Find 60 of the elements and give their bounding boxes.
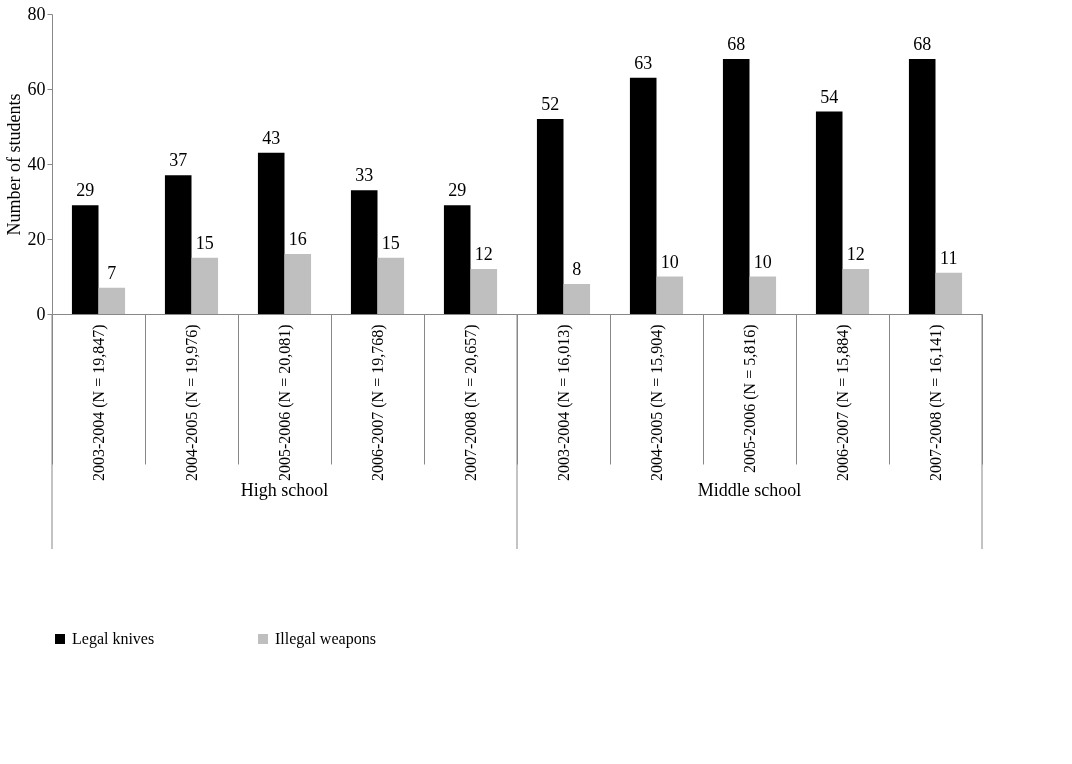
legend-label: Illegal weapons [275,630,376,648]
y-tick-label: 0 [36,303,46,324]
bar [257,152,285,314]
bar [377,257,405,314]
y-tick-label: 40 [27,153,46,174]
x-tick-label: 2007-2008 (N = 16,141) [927,324,945,482]
data-label: 8 [572,259,582,279]
bar [908,59,936,314]
x-tick-label: 2007-2008 (N = 20,657) [462,324,480,482]
data-label: 68 [913,34,932,54]
data-label: 16 [288,229,307,249]
bar [815,111,843,314]
y-tick-label: 60 [27,78,46,99]
text: High school [240,480,329,500]
data-label: 12 [474,244,493,264]
x-tick-label: 2003-2004 (N = 19,847) [90,324,108,482]
data-label: 63 [634,52,653,73]
y-tick-label: 20 [27,228,46,249]
data-label: 12 [846,244,865,264]
x-tick-label: 2005-2006 (N = 5,816) [741,324,759,474]
y-tick-label: 80 [27,3,46,24]
data-label: 10 [660,251,679,272]
bar [98,287,126,314]
data-label: 68 [727,34,746,54]
data-label: 43 [262,127,281,148]
x-tick-label: 2005-2006 (N = 20,081) [276,324,294,482]
data-label: 7 [107,262,117,283]
data-label: 11 [940,247,958,268]
bar [536,119,564,314]
bar [749,276,777,314]
x-tick-label: 2006-2007 (N = 19,768) [369,324,387,482]
x-tick-label: 2004-2005 (N = 15,904) [648,324,666,482]
bar [164,175,192,314]
bar [350,190,378,314]
legend-label: Legal knives [72,630,155,648]
x-tick-label: 2006-2007 (N = 15,884) [834,324,852,482]
bar [629,77,657,314]
bar [71,205,99,314]
bar [191,257,219,314]
bar [656,276,684,314]
data-label: 33 [355,165,374,186]
y-axis-title: Number of students [3,93,24,236]
data-label: 54 [820,86,839,107]
data-label: 37 [169,150,188,171]
bar [563,284,591,314]
x-tick-label: 2004-2005 (N = 19,976) [183,324,201,482]
data-label: 52 [541,94,560,114]
bar [470,269,498,314]
bar [443,205,471,314]
x-tick-label: 2003-2004 (N = 16,013) [555,324,573,482]
bar [284,254,312,314]
text: Middle school [697,480,802,500]
data-label: 15 [195,232,214,253]
data-label: 29 [448,180,467,201]
bar [842,269,870,314]
data-label: 15 [381,232,400,253]
data-label: 10 [753,251,772,272]
bar [935,272,963,314]
bar [722,59,750,314]
data-label: 29 [76,180,95,201]
